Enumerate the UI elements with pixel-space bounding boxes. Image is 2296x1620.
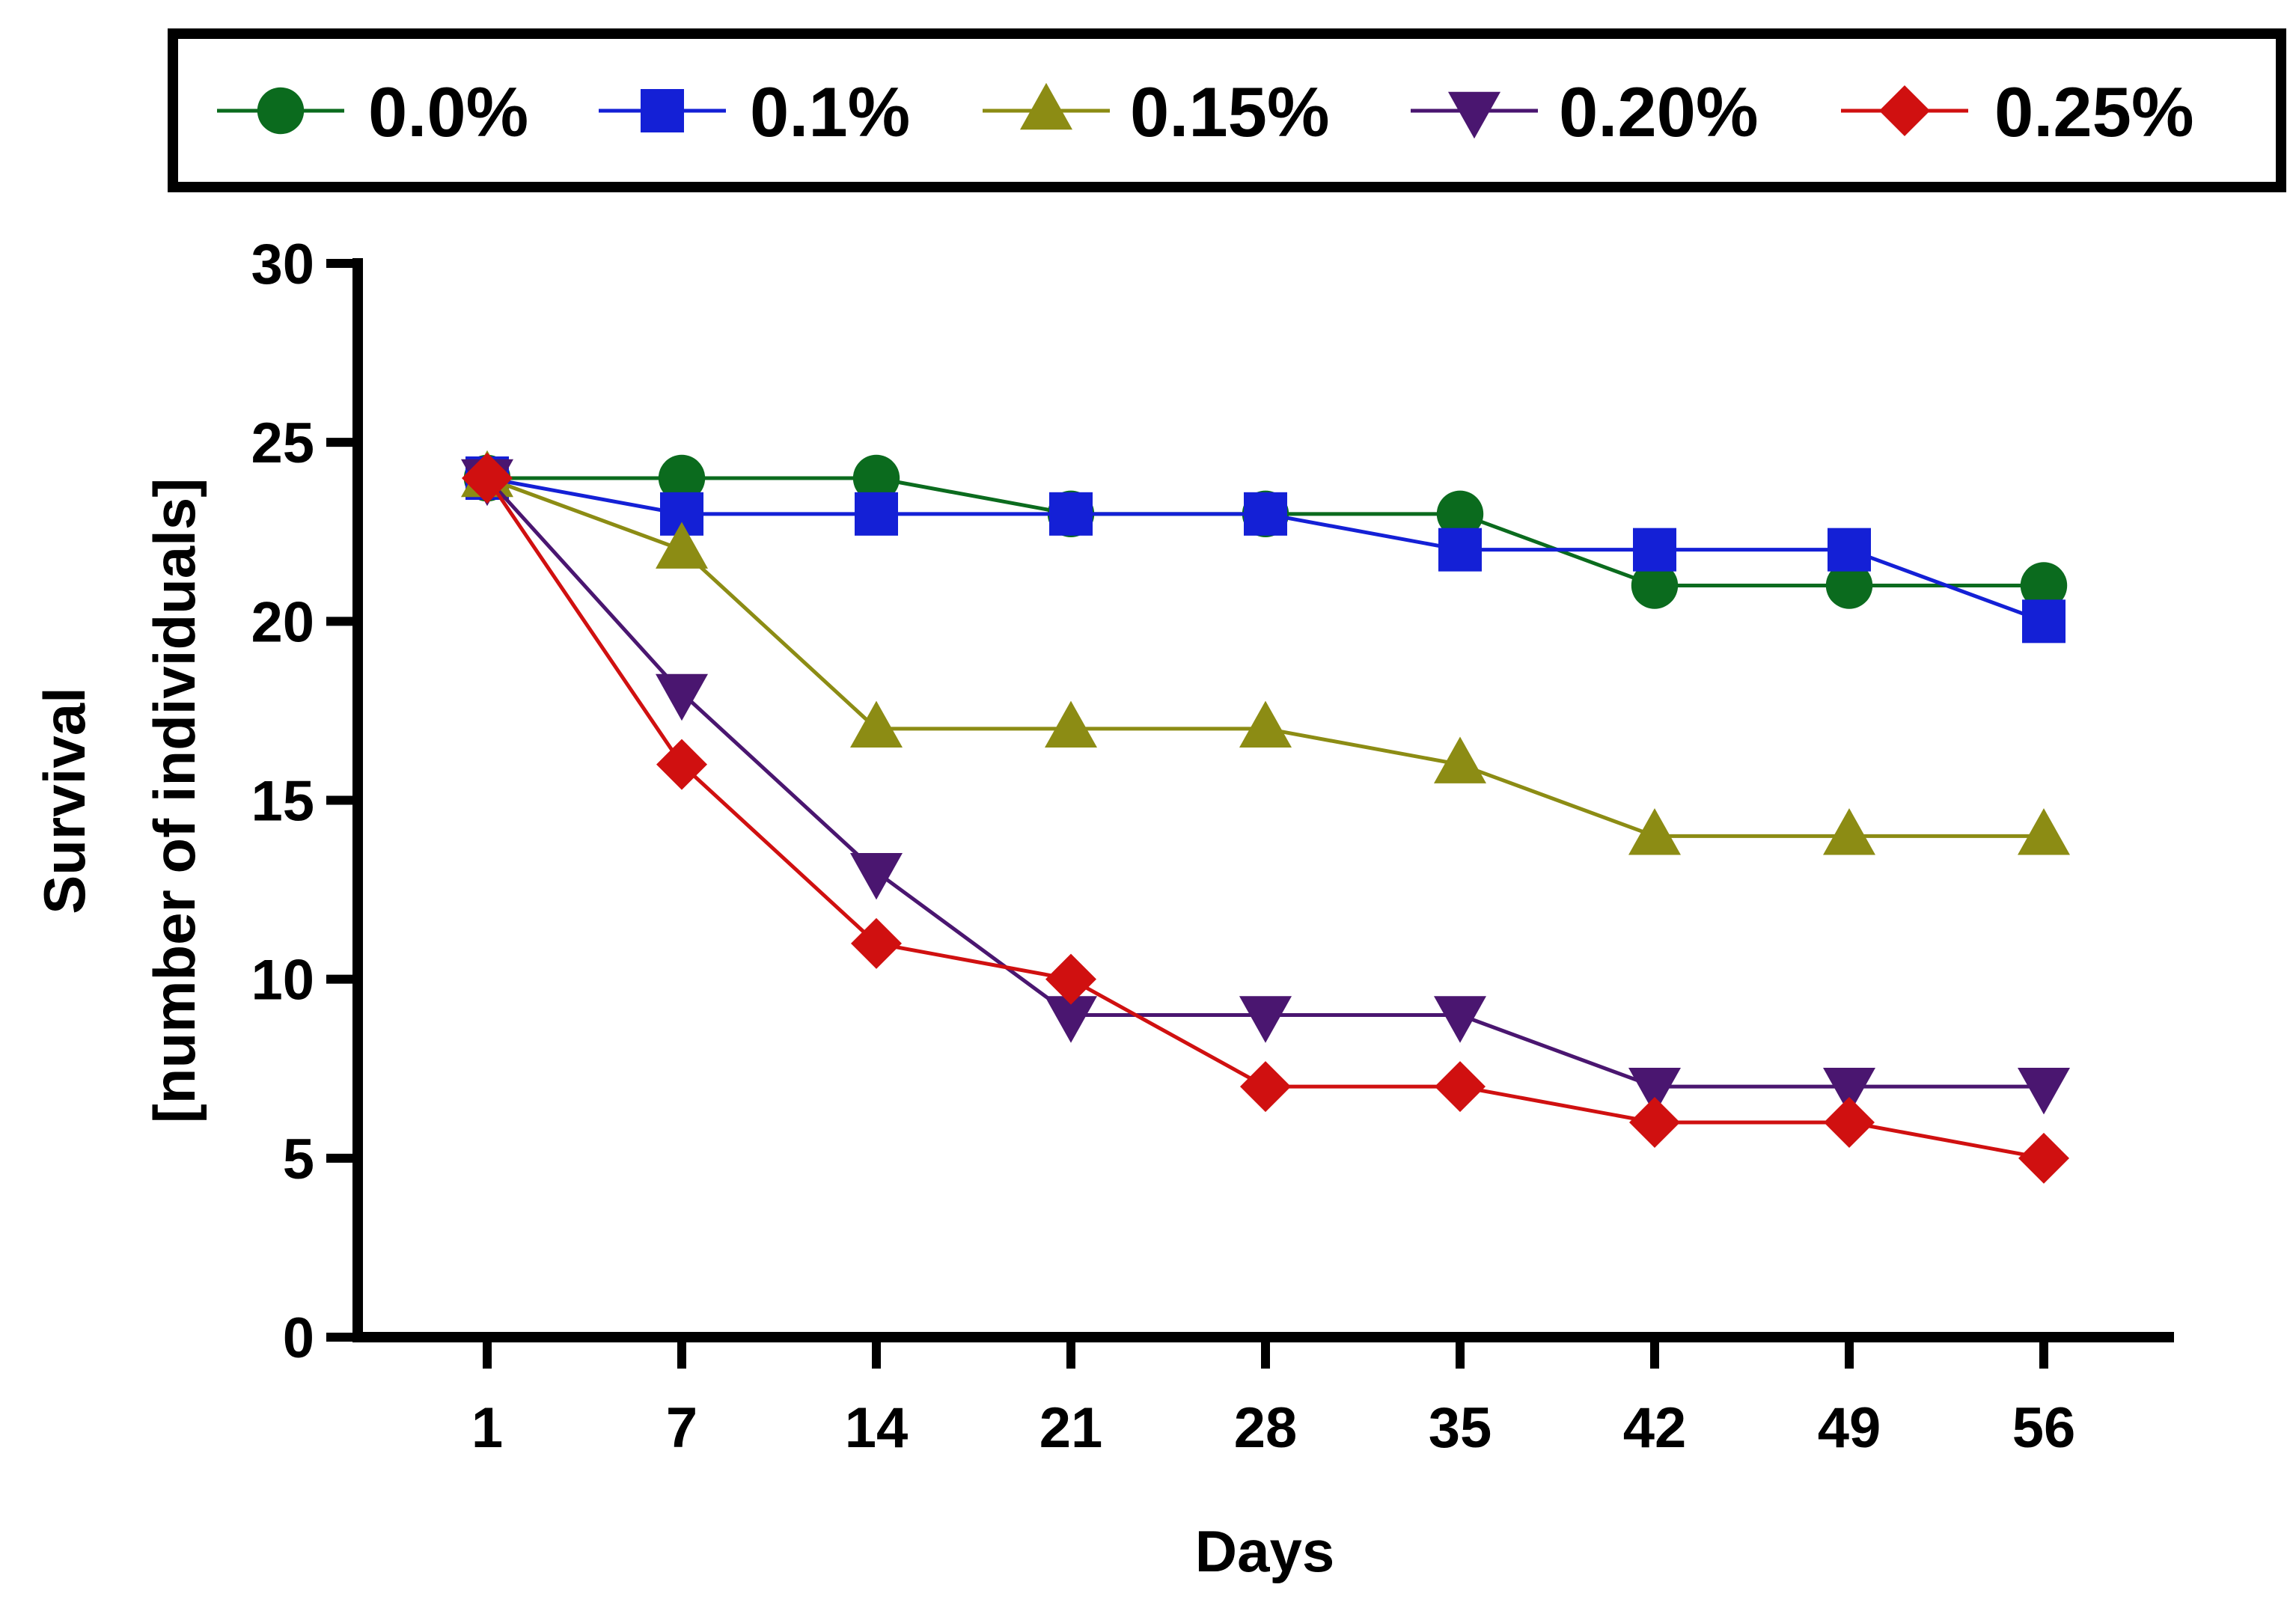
data-point <box>1823 1067 1875 1115</box>
legend-item: 0.0% <box>217 73 528 151</box>
x-tick-label: 7 <box>666 1396 697 1460</box>
data-point <box>852 454 900 502</box>
data-point <box>656 739 707 790</box>
legend-items: 0.0% 0.1% 0.15% 0.20% 0.25% <box>217 73 2194 151</box>
data-point <box>1628 1067 1681 1115</box>
data-point <box>850 852 903 900</box>
x-tick-label: 56 <box>2012 1396 2076 1460</box>
data-point <box>851 917 902 969</box>
legend: 0.0% 0.1% 0.15% 0.20% 0.25% <box>168 28 2286 192</box>
data-point <box>1434 996 1486 1043</box>
legend-label: 0.25% <box>1994 73 2194 151</box>
y-axis-title-line-1: Survival <box>31 687 97 914</box>
y-tick-label: 20 <box>251 590 314 654</box>
x-tick-label: 14 <box>845 1396 909 1460</box>
legend-marker <box>1879 85 1930 136</box>
plot-area: 0 5 10 15 20 25 30 1 7 14 21 28 35 42 49 56 <box>251 233 2174 1460</box>
y-axis-title-line-2: [number of individuals] <box>141 478 207 1123</box>
legend-marker <box>1448 91 1500 139</box>
data-point <box>2018 808 2070 855</box>
data-point <box>1434 736 1486 783</box>
data-point <box>850 700 903 748</box>
data-point <box>1049 492 1093 536</box>
data-point <box>462 453 513 504</box>
legend-item: 0.20% <box>1411 73 1759 151</box>
data-point <box>1828 528 1871 572</box>
x-tick-label: 42 <box>1623 1396 1687 1460</box>
y-tick-label: 25 <box>251 412 314 475</box>
series-triangle-down <box>461 459 2070 1115</box>
y-tick-label: 15 <box>251 770 314 834</box>
y-tick-label: 5 <box>283 1128 314 1191</box>
series-diamond <box>462 453 2069 1184</box>
data-point <box>855 492 898 536</box>
x-tick-label: 21 <box>1039 1396 1103 1460</box>
data-point <box>2018 1132 2069 1184</box>
legend-marker <box>257 87 305 135</box>
legend-marker <box>1020 82 1072 130</box>
data-point <box>1438 528 1482 572</box>
series-layer <box>461 450 2070 1184</box>
data-point <box>2020 562 2068 609</box>
legend-item: 0.25% <box>1841 73 2194 151</box>
axes: 0 5 10 15 20 25 30 1 7 14 21 28 35 42 49 56 <box>251 233 2174 1460</box>
data-point <box>1240 1061 1291 1113</box>
data-point <box>1045 953 1096 1005</box>
data-point <box>2022 599 2066 644</box>
series-line <box>485 477 2045 1161</box>
legend-label: 0.0% <box>368 73 528 151</box>
legend-label: 0.15% <box>1130 73 1330 151</box>
data-point <box>1045 700 1097 748</box>
data-point <box>1629 1097 1680 1148</box>
x-tick-label: 1 <box>471 1396 503 1460</box>
data-point <box>656 673 708 721</box>
legend-label: 0.1% <box>750 73 910 151</box>
x-tick-label: 28 <box>1234 1396 1298 1460</box>
series-line <box>486 477 2044 1089</box>
y-tick-label: 0 <box>283 1306 314 1370</box>
data-point <box>1824 1097 1875 1148</box>
series-square <box>465 456 2066 644</box>
legend-item: 0.15% <box>983 73 1330 151</box>
y-axis-title: Survival [number of individuals] <box>31 478 207 1123</box>
data-point <box>1239 996 1292 1043</box>
data-point <box>1435 1061 1486 1113</box>
data-point <box>1628 808 1681 855</box>
legend-marker <box>641 89 684 132</box>
y-tick-label: 30 <box>251 233 314 296</box>
data-point <box>1823 808 1875 855</box>
series-triangle-up <box>461 450 2070 855</box>
y-tick-label: 10 <box>251 949 314 1012</box>
data-point <box>1825 562 1873 609</box>
data-point <box>658 454 706 502</box>
x-tick-label: 35 <box>1429 1396 1492 1460</box>
data-point <box>1045 996 1097 1043</box>
data-point <box>2018 1067 2070 1115</box>
data-point <box>656 522 708 569</box>
data-point <box>1239 700 1292 748</box>
data-point <box>1633 528 1676 572</box>
x-axis-title: Days <box>1195 1518 1334 1584</box>
data-point <box>1436 490 1484 538</box>
legend-item: 0.1% <box>599 73 910 151</box>
legend-label: 0.20% <box>1559 73 1759 151</box>
data-point <box>1244 492 1287 536</box>
x-tick-label: 49 <box>1818 1396 1881 1460</box>
data-point <box>1631 562 1679 609</box>
